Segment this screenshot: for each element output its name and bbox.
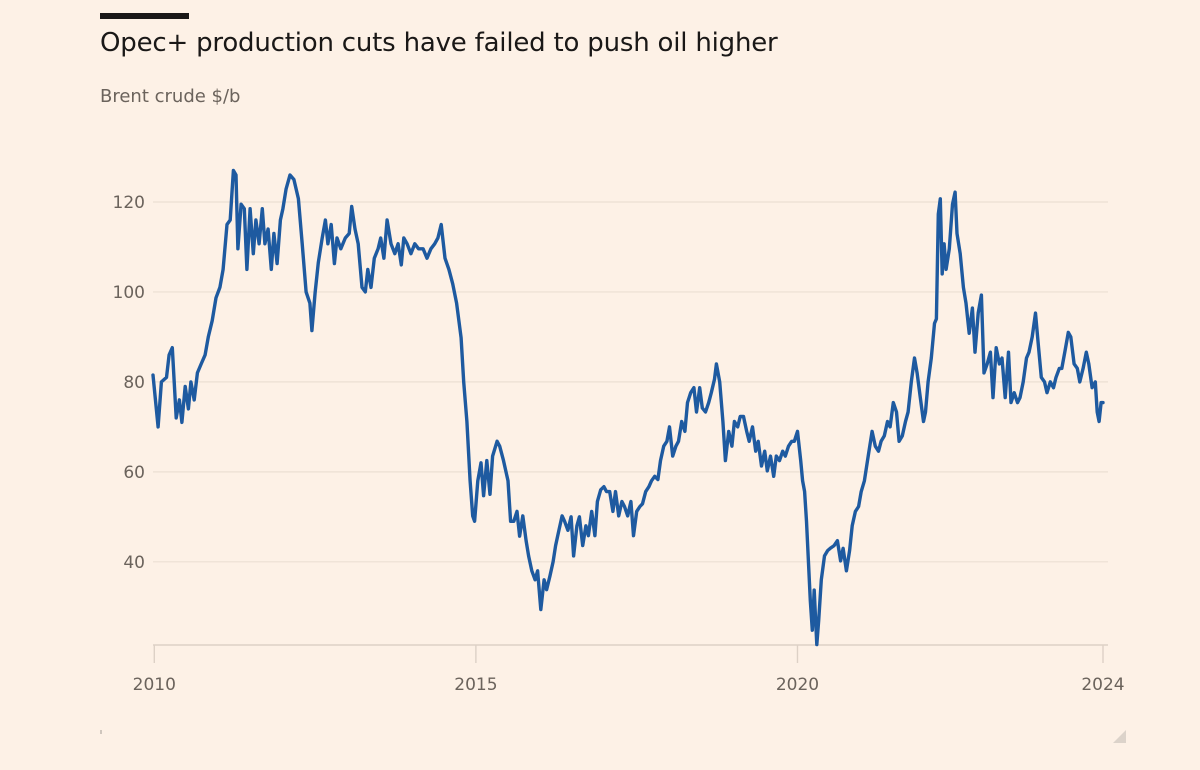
y-tick-label: 120 (113, 193, 145, 213)
x-tick-label: 2020 (776, 675, 819, 695)
chart-subtitle: Brent crude $/b (100, 86, 241, 107)
y-tick-label: 60 (123, 463, 145, 483)
y-tick-label: 40 (123, 553, 145, 573)
x-tick-label: 2015 (454, 675, 497, 695)
series-line-brent-crude (151, 168, 1105, 647)
x-tick-label: 2010 (133, 675, 176, 695)
footer-mark (100, 730, 102, 734)
y-tick-label: 80 (123, 373, 145, 393)
y-tick-label: 100 (113, 283, 145, 303)
gridlines (153, 201, 1108, 563)
y-axis: 40 60 80 100 120 (113, 193, 145, 573)
chart-title: Opec+ production cuts have failed to pus… (100, 28, 778, 58)
x-tick-label: 2024 (1081, 675, 1124, 695)
resize-corner-icon (1113, 730, 1126, 743)
top-rule (100, 13, 189, 19)
x-axis: 2010 2015 2020 2024 (133, 644, 1125, 695)
